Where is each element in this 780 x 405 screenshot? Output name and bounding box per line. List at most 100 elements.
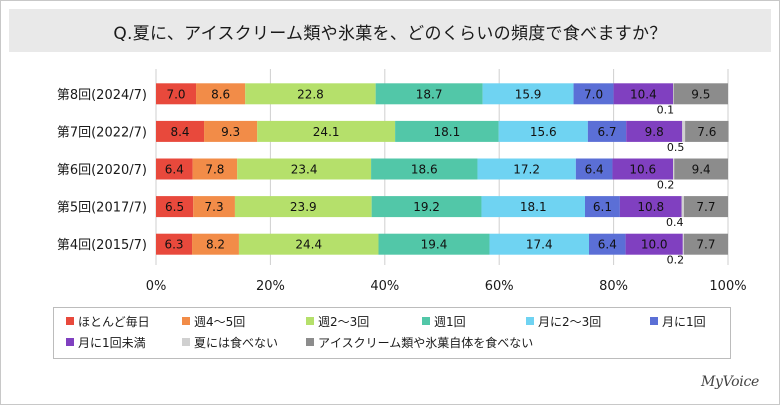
- bar-segment: [378, 233, 490, 255]
- data-label: 23.9: [290, 200, 317, 214]
- data-label: 7.3: [205, 200, 224, 214]
- data-label: 9.3: [221, 125, 240, 139]
- title-bar: Q.夏に、アイスクリーム類や氷菓を、どのくらいの頻度で食べますか？: [9, 9, 771, 52]
- data-label: 6.7: [597, 125, 616, 139]
- data-label: 24.1: [313, 125, 340, 139]
- bar-segment: [673, 158, 675, 180]
- legend-label: 週1回: [434, 315, 466, 329]
- bar-segment: [204, 120, 258, 142]
- legend-label: 月に1回未満: [78, 336, 146, 350]
- legend-label: アイスクリーム類や氷菓自体を食べない: [318, 336, 534, 350]
- x-tick-label: 20%: [256, 279, 285, 294]
- data-label: 22.8: [297, 87, 324, 101]
- data-label: 10.8: [637, 200, 664, 214]
- bar-segment: [498, 120, 588, 142]
- data-label: 6.4: [165, 163, 184, 177]
- data-label: 18.6: [411, 163, 438, 177]
- legend-item: 月に1回: [650, 315, 706, 329]
- data-label: 6.4: [585, 163, 604, 177]
- bar-segment: [674, 158, 728, 180]
- data-label: 0.5: [667, 141, 685, 154]
- bar-segment: [626, 120, 683, 142]
- x-tick-label: 40%: [370, 279, 399, 294]
- legend-item: 週4～5回: [182, 315, 245, 329]
- legend-label: ほとんど毎日: [78, 315, 150, 329]
- bar-segment: [257, 120, 396, 142]
- legend-swatch: [526, 317, 534, 325]
- legend-item: 月に2～3回: [526, 315, 601, 329]
- bar-segment: [245, 83, 376, 105]
- data-label: 6.5: [165, 200, 184, 214]
- bar-segment: [481, 196, 585, 218]
- bar-segment: [587, 120, 627, 142]
- bar-segment: [682, 233, 684, 255]
- data-label: 7.8: [205, 163, 224, 177]
- bar-segment: [573, 83, 614, 105]
- x-tick-label: 100%: [709, 279, 746, 294]
- legend-label: 月に2～3回: [538, 315, 602, 329]
- legend-label: 週4～5回: [194, 315, 246, 329]
- bar-segment: [371, 158, 478, 180]
- bar-segment: [156, 83, 197, 105]
- bar-segment: [237, 158, 372, 180]
- data-label: 19.4: [421, 238, 448, 252]
- legend-label: 週2～3回: [318, 315, 370, 329]
- data-label: 6.4: [598, 238, 617, 252]
- data-label: 9.8: [645, 125, 664, 139]
- bar-segment: [673, 83, 674, 105]
- bar-segment: [673, 83, 728, 105]
- data-label: 10.4: [630, 87, 657, 101]
- bar-segment: [477, 158, 576, 180]
- bar-segment: [681, 196, 684, 218]
- data-label: 8.2: [206, 238, 225, 252]
- bar-segment: [482, 83, 574, 105]
- category-label: 第7回(2022/7): [57, 125, 147, 140]
- data-label: 15.6: [530, 125, 557, 139]
- data-label: 8.4: [170, 125, 189, 139]
- data-label: 7.0: [584, 87, 603, 101]
- legend-item: 夏には食べない: [182, 336, 278, 350]
- legend-label: 夏には食べない: [194, 336, 279, 350]
- legend-label: 月に1回: [662, 315, 706, 329]
- brand-logo: MyVoice: [700, 374, 759, 390]
- category-label: 第8回(2024/7): [57, 88, 147, 103]
- legend-swatch: [66, 317, 74, 325]
- chart-title: Q.夏に、アイスクリーム類や氷菓を、どのくらいの頻度で食べますか？: [113, 24, 667, 44]
- bar-segment: [156, 158, 193, 180]
- data-label: 0.4: [666, 216, 684, 229]
- bar-segment: [619, 196, 682, 218]
- bar-segment: [589, 233, 626, 255]
- bar-segment: [375, 83, 483, 105]
- legend-item: ほとんど毎日: [66, 315, 150, 329]
- bar-segment: [683, 233, 728, 255]
- data-label: 10.0: [641, 238, 668, 252]
- data-label: 10.6: [629, 163, 656, 177]
- data-label: 7.7: [696, 200, 715, 214]
- bar-segment: [612, 158, 674, 180]
- data-label: 17.2: [513, 163, 540, 177]
- data-label: 9.5: [691, 87, 710, 101]
- bar-segment: [234, 196, 372, 218]
- data-label: 7.0: [166, 87, 185, 101]
- bar-segment: [192, 158, 238, 180]
- bar-segment: [682, 120, 686, 142]
- data-label: 7.6: [697, 125, 716, 139]
- bar-segment: [683, 196, 728, 218]
- data-label: 0.1: [657, 103, 675, 116]
- bar-segment: [238, 233, 379, 255]
- bar-segment: [489, 233, 590, 255]
- legend-swatch: [182, 338, 190, 346]
- legend-swatch: [422, 317, 430, 325]
- category-label: 第6回(2020/7): [57, 163, 147, 178]
- legend-swatch: [650, 317, 658, 325]
- data-label: 9.4: [692, 163, 711, 177]
- bar-segment: [156, 233, 193, 255]
- legend-item: 月に1回未満: [66, 336, 146, 350]
- data-label: 0.2: [667, 254, 685, 267]
- data-label: 7.7: [696, 238, 715, 252]
- bar-segment: [585, 196, 620, 218]
- bar-segment: [685, 120, 729, 142]
- data-label: 8.6: [211, 87, 230, 101]
